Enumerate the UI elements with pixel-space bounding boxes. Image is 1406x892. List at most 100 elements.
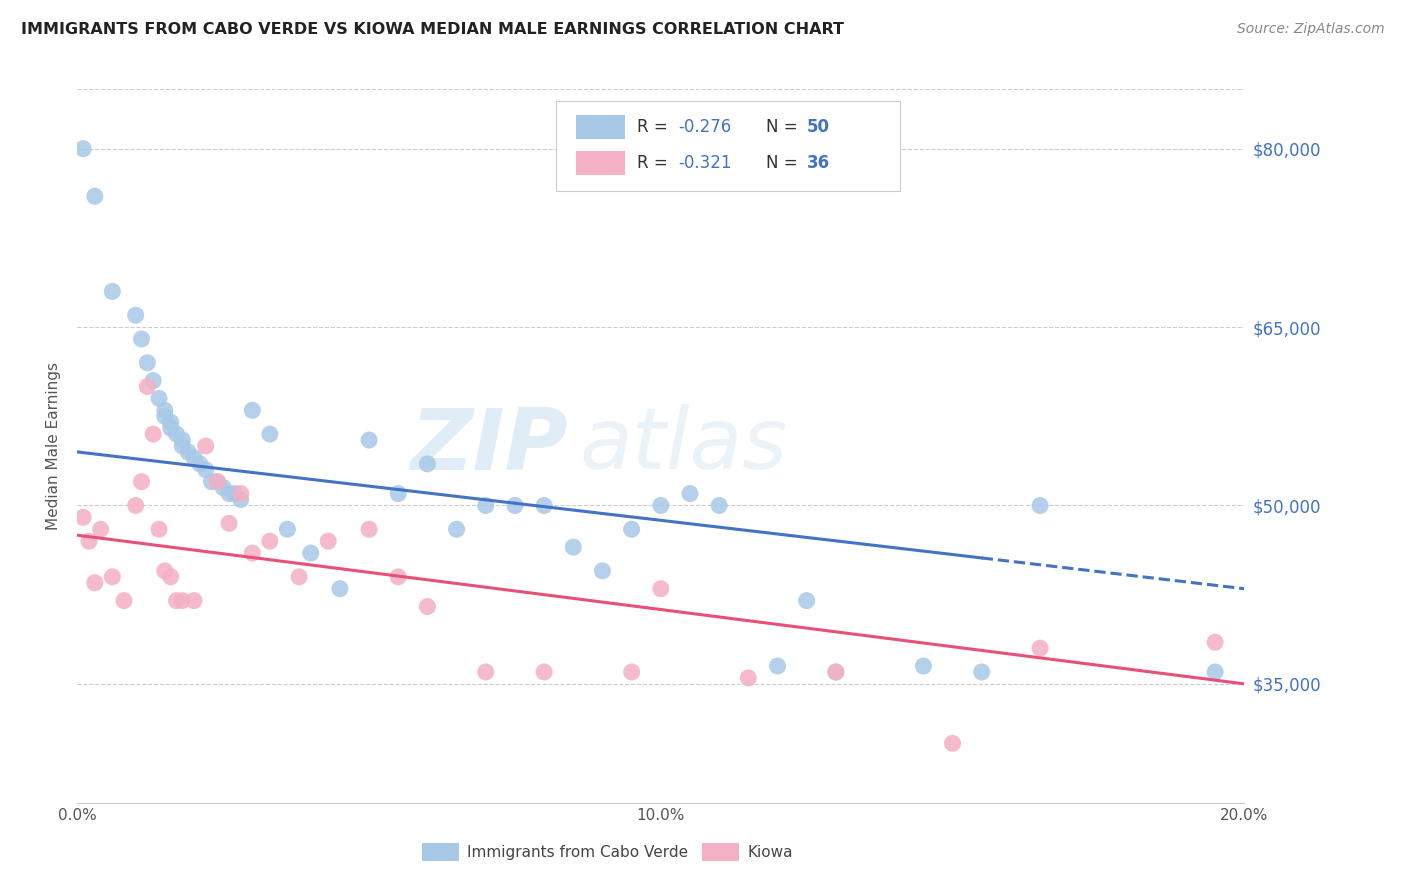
Point bbox=[148, 392, 170, 406]
Point bbox=[679, 486, 702, 500]
Point bbox=[218, 516, 240, 531]
Point bbox=[125, 499, 148, 513]
Point bbox=[259, 427, 281, 442]
Point bbox=[825, 665, 848, 679]
Point bbox=[131, 475, 153, 489]
Point bbox=[1204, 665, 1226, 679]
Point bbox=[112, 593, 135, 607]
Point bbox=[299, 546, 322, 560]
Text: R =: R = bbox=[637, 153, 673, 171]
Point bbox=[159, 570, 181, 584]
Point bbox=[359, 433, 381, 447]
Point bbox=[72, 510, 94, 524]
Text: -0.276: -0.276 bbox=[678, 118, 731, 136]
Point bbox=[709, 499, 731, 513]
FancyBboxPatch shape bbox=[555, 102, 900, 191]
Point bbox=[153, 409, 176, 424]
FancyBboxPatch shape bbox=[575, 151, 624, 175]
Point bbox=[620, 665, 643, 679]
Text: N =: N = bbox=[766, 153, 803, 171]
Point bbox=[359, 522, 381, 536]
Point bbox=[912, 659, 935, 673]
Point bbox=[475, 499, 498, 513]
Point bbox=[153, 403, 176, 417]
Point bbox=[188, 457, 211, 471]
Point bbox=[276, 522, 298, 536]
Point bbox=[72, 142, 94, 156]
Point bbox=[166, 593, 188, 607]
Point bbox=[942, 736, 965, 750]
Point bbox=[218, 486, 240, 500]
Point bbox=[83, 575, 105, 590]
Point bbox=[183, 450, 205, 465]
Point bbox=[136, 356, 159, 370]
Point bbox=[562, 540, 585, 554]
Point bbox=[650, 582, 672, 596]
Point bbox=[229, 486, 252, 500]
Point bbox=[446, 522, 468, 536]
Point bbox=[142, 374, 165, 388]
Point bbox=[1204, 635, 1226, 649]
Point bbox=[153, 564, 176, 578]
Point bbox=[387, 570, 409, 584]
Point bbox=[825, 665, 848, 679]
Y-axis label: Median Male Earnings: Median Male Earnings bbox=[46, 362, 62, 530]
Text: 50: 50 bbox=[807, 118, 830, 136]
Point bbox=[288, 570, 311, 584]
Point bbox=[101, 285, 124, 299]
Point bbox=[101, 570, 124, 584]
Point bbox=[387, 486, 409, 500]
Point bbox=[136, 379, 159, 393]
Point bbox=[194, 439, 217, 453]
Text: Immigrants from Cabo Verde: Immigrants from Cabo Verde bbox=[467, 845, 688, 860]
Text: -0.321: -0.321 bbox=[678, 153, 733, 171]
Point bbox=[533, 665, 555, 679]
Point bbox=[766, 659, 789, 673]
Point bbox=[159, 415, 181, 429]
Point bbox=[503, 499, 526, 513]
Point bbox=[416, 457, 439, 471]
Point bbox=[316, 534, 339, 549]
Text: N =: N = bbox=[766, 118, 803, 136]
Point bbox=[224, 486, 246, 500]
Point bbox=[90, 522, 112, 536]
Point bbox=[620, 522, 643, 536]
Point bbox=[131, 332, 153, 346]
Point bbox=[177, 445, 200, 459]
Point bbox=[125, 308, 148, 322]
Point bbox=[166, 427, 188, 442]
Point bbox=[259, 534, 281, 549]
Point bbox=[148, 522, 170, 536]
Point bbox=[592, 564, 614, 578]
Point bbox=[212, 481, 235, 495]
Point bbox=[475, 665, 498, 679]
Point bbox=[416, 599, 439, 614]
Point bbox=[172, 433, 194, 447]
Point bbox=[1029, 499, 1052, 513]
Text: Kiowa: Kiowa bbox=[747, 845, 793, 860]
FancyBboxPatch shape bbox=[702, 843, 740, 862]
Point bbox=[200, 475, 222, 489]
Point bbox=[970, 665, 993, 679]
Point bbox=[796, 593, 818, 607]
Text: ZIP: ZIP bbox=[409, 404, 568, 488]
Point bbox=[207, 475, 229, 489]
Point bbox=[77, 534, 100, 549]
Point bbox=[242, 546, 264, 560]
Text: 36: 36 bbox=[807, 153, 830, 171]
Point bbox=[1029, 641, 1052, 656]
Point bbox=[207, 475, 229, 489]
Point bbox=[172, 439, 194, 453]
Point bbox=[83, 189, 105, 203]
Point bbox=[142, 427, 165, 442]
Point bbox=[194, 463, 217, 477]
Text: atlas: atlas bbox=[579, 404, 787, 488]
Point bbox=[183, 593, 205, 607]
Point bbox=[329, 582, 352, 596]
Text: Source: ZipAtlas.com: Source: ZipAtlas.com bbox=[1237, 22, 1385, 37]
Point bbox=[172, 593, 194, 607]
Point bbox=[159, 421, 181, 435]
Point bbox=[650, 499, 672, 513]
Point bbox=[242, 403, 264, 417]
Text: IMMIGRANTS FROM CABO VERDE VS KIOWA MEDIAN MALE EARNINGS CORRELATION CHART: IMMIGRANTS FROM CABO VERDE VS KIOWA MEDI… bbox=[21, 22, 844, 37]
